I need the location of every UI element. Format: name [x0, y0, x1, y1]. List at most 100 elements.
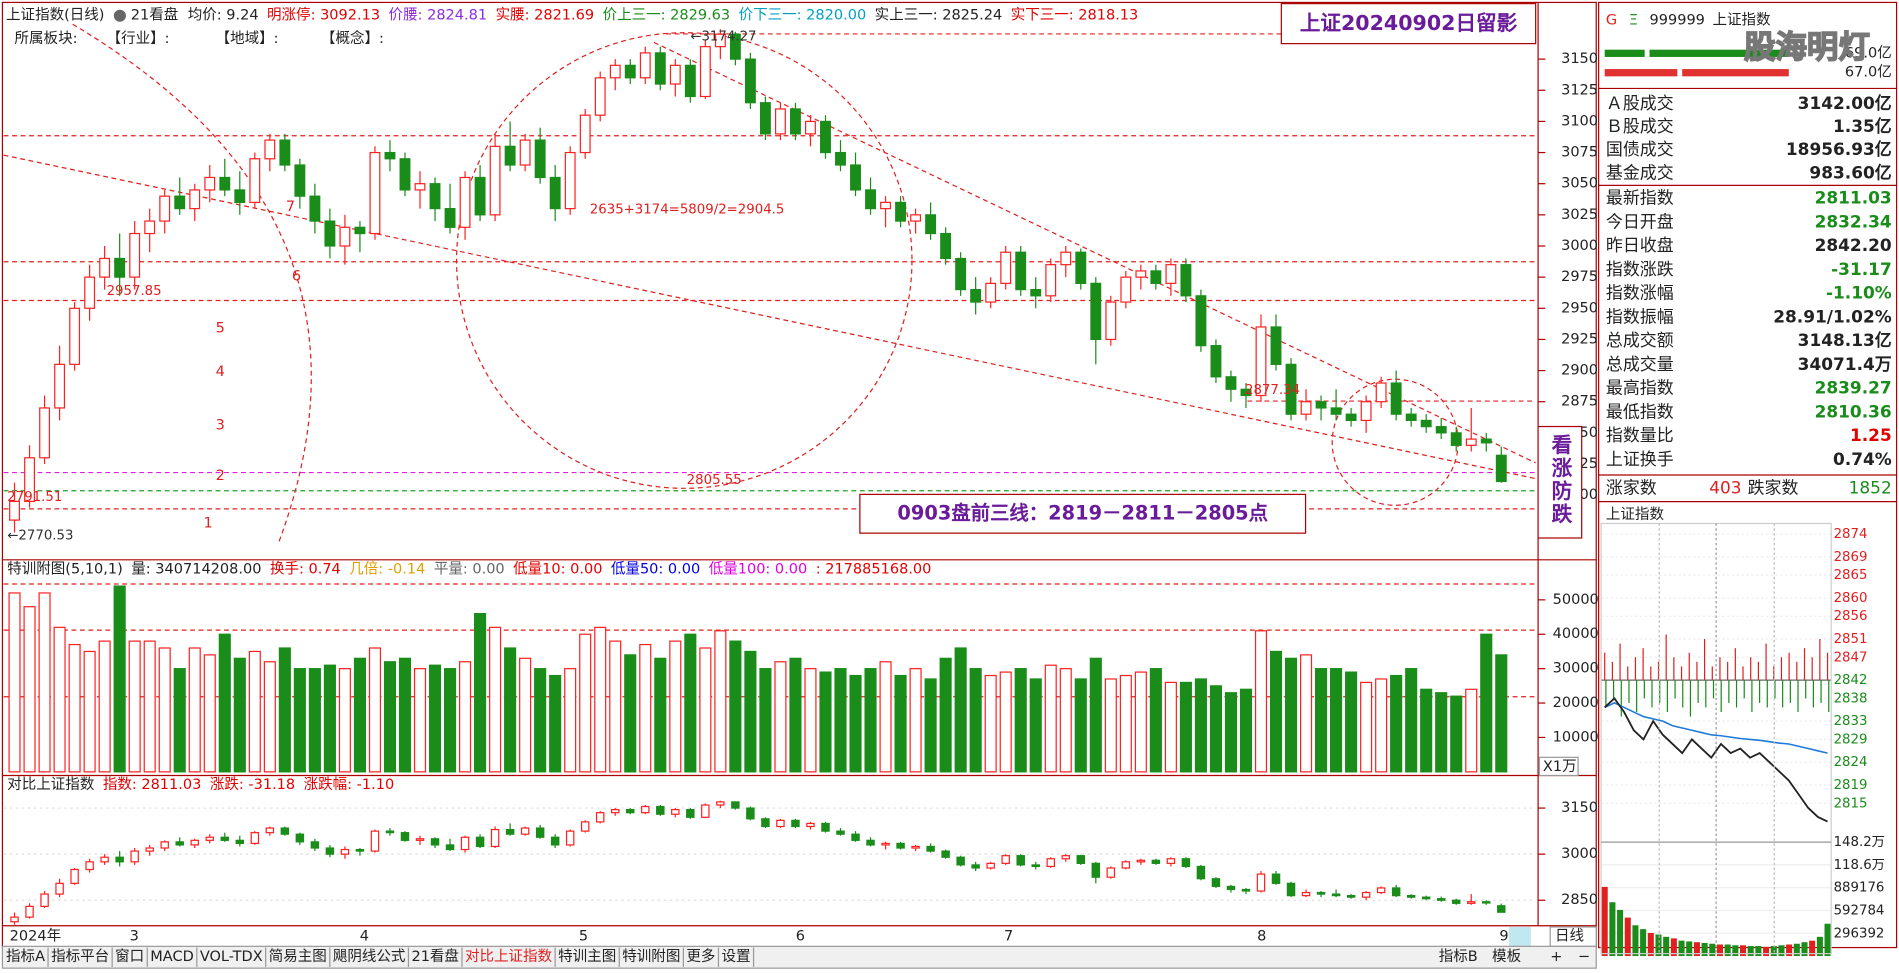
candle-body	[265, 827, 275, 834]
intraday-volume	[1778, 945, 1785, 957]
candle-body	[1271, 873, 1281, 884]
tab[interactable]: 指标A	[6, 948, 45, 965]
volume-bar	[398, 657, 412, 773]
volume-bar	[684, 633, 697, 773]
tab[interactable]: VOL-TDX	[200, 949, 263, 965]
candle-body	[654, 52, 666, 85]
unit-box	[1538, 756, 1579, 777]
candle-body	[626, 809, 635, 814]
tab[interactable]: 简易主图	[269, 948, 327, 965]
icon	[113, 9, 126, 22]
candle-body	[686, 809, 695, 818]
candle-body	[1120, 276, 1132, 303]
intraday-volume	[1786, 944, 1793, 957]
y-tick-label: 592784	[1834, 903, 1885, 918]
volume-bar	[879, 661, 892, 773]
volume-bar	[278, 647, 291, 773]
y-tick-label: 3025	[1561, 207, 1598, 223]
volume-bar	[1119, 674, 1132, 773]
candle-body	[806, 822, 815, 828]
volume-bar	[984, 674, 997, 773]
volume-bar	[188, 647, 201, 773]
wave-label: 3	[216, 417, 225, 433]
tab[interactable]: 飓阴线公式	[333, 948, 406, 965]
candle-body	[1345, 413, 1357, 422]
candle-body	[639, 52, 651, 79]
tab[interactable]: 特训附图	[622, 948, 680, 965]
candle-body	[1180, 264, 1192, 297]
tab[interactable]: 模板	[1492, 947, 1522, 965]
tab[interactable]: 指标平台	[51, 948, 109, 965]
volume-bar	[834, 668, 847, 773]
annotation: 2877.34	[1245, 383, 1300, 398]
quote-value: 0.74%	[1833, 449, 1892, 469]
icon[interactable]: G	[1606, 13, 1617, 29]
tab[interactable]: 更多	[686, 948, 715, 965]
candle-body	[1346, 895, 1356, 898]
icon[interactable]: Ξ	[1629, 13, 1638, 29]
header-item: 指数: 2811.03	[103, 776, 202, 793]
candle-body	[249, 158, 261, 203]
candle-body	[821, 822, 830, 832]
quote-value: 2832.34	[1815, 211, 1892, 231]
candle-body	[895, 201, 907, 222]
volume-bar	[1059, 668, 1072, 773]
period[interactable]: 日线	[1555, 928, 1584, 945]
candle-body	[1436, 898, 1446, 901]
tab[interactable]: MACD	[150, 949, 194, 965]
candle-body	[1195, 295, 1207, 347]
candle-body	[1015, 251, 1027, 291]
quote-label: 指数量比	[1606, 425, 1674, 445]
volume-bar	[864, 668, 877, 773]
price-line	[1604, 696, 1828, 823]
candle-body	[99, 257, 111, 278]
intraday-volume	[1663, 936, 1670, 957]
tab[interactable]: 指标B	[1439, 948, 1478, 965]
side-note: 看涨防跌	[1548, 434, 1572, 526]
candle-body	[910, 214, 922, 222]
intraday-volume	[1755, 946, 1762, 957]
tab[interactable]: 特训主图	[558, 948, 616, 965]
candle-body	[160, 841, 169, 849]
sector: 所属板块:	[15, 29, 78, 47]
y-tick-label: 3150	[1561, 51, 1598, 67]
volume-bar	[143, 640, 156, 773]
wave-label: 7	[286, 199, 295, 215]
volume-bar	[759, 668, 772, 773]
volume-bar	[428, 664, 442, 773]
volume-bar	[383, 661, 397, 773]
candle-body	[415, 838, 425, 841]
candle-body	[355, 848, 365, 852]
volume-bar	[789, 657, 802, 773]
header-item: 实腰: 2821.69	[496, 7, 595, 24]
volume-bar	[564, 668, 577, 773]
volume-bar	[1330, 668, 1343, 773]
quote-label: 基金成交	[1606, 162, 1674, 182]
zoom-button[interactable]: +	[1550, 949, 1562, 965]
tab[interactable]: 窗口	[115, 947, 144, 965]
volume-bar	[1375, 678, 1388, 773]
candle-body	[399, 158, 411, 191]
tab[interactable]: 对比上证指数	[465, 948, 553, 965]
annotation: 2791.51	[7, 490, 62, 505]
candle-body	[1361, 891, 1371, 898]
volume-bar	[699, 647, 712, 773]
header-item: 价上三一: 2829.63	[603, 7, 731, 24]
x-tick-label: 9	[1499, 929, 1508, 945]
tab[interactable]: 21看盘	[411, 947, 459, 965]
volume-bar	[1450, 695, 1463, 773]
scroll-box[interactable]	[1509, 926, 1531, 947]
quote-value: 983.60亿	[1809, 162, 1891, 182]
y-tick-label: 2819	[1834, 778, 1868, 793]
intraday-volume	[1640, 929, 1647, 957]
candle-body	[385, 830, 395, 834]
candle-body	[295, 833, 305, 843]
candle-body	[39, 407, 51, 459]
candle-body	[1450, 432, 1462, 446]
candle-body	[835, 151, 846, 166]
zoom-button[interactable]: −	[1578, 949, 1590, 965]
header-item: 价下三一: 2820.00	[739, 8, 867, 24]
candle-body	[235, 839, 245, 845]
tab[interactable]: 设置	[721, 948, 750, 965]
y-tick-label: 50000	[1553, 592, 1599, 608]
